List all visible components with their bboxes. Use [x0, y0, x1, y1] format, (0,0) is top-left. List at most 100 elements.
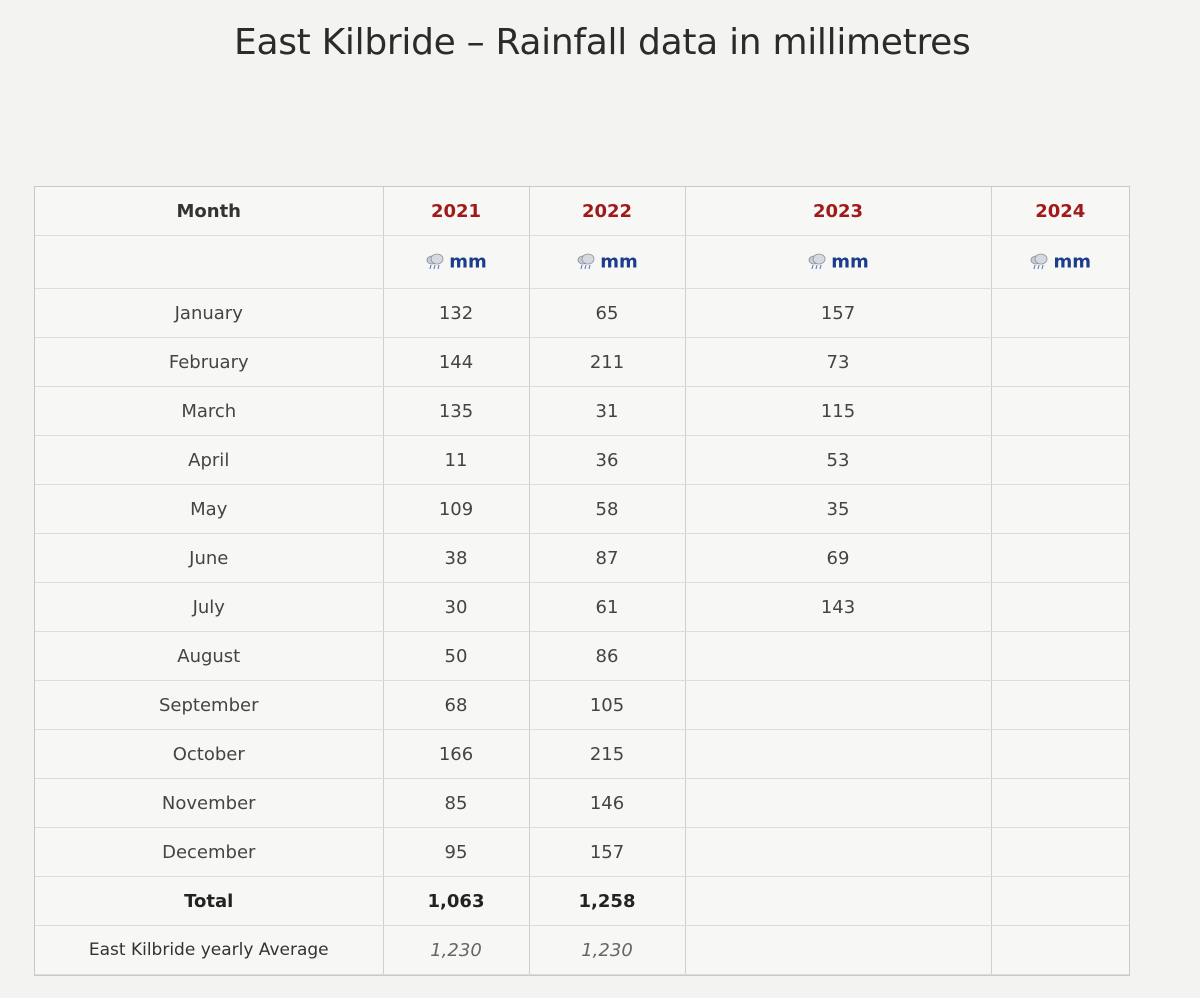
month-column-header: Month [35, 187, 383, 236]
rainfall-value: 61 [528, 582, 685, 632]
rain-cloud-icon [1031, 253, 1048, 270]
unit-cell: mm [382, 235, 529, 289]
month-label: June [35, 533, 383, 583]
table-row: August 50 86 [35, 631, 1129, 681]
rainfall-value: 115 [684, 386, 991, 436]
rain-cloud-icon [808, 253, 826, 270]
table-row: June 38 87 69 [35, 533, 1129, 583]
table-row: July 30 61 143 [35, 582, 1129, 632]
month-label: May [35, 484, 383, 534]
data-body: January 132 65 157 February 144 211 73 March 135 3… [35, 288, 1129, 877]
average-2021: 1,230 [382, 925, 529, 975]
rainfall-value: 157 [684, 288, 991, 338]
table-row: February 144 211 73 [35, 337, 1129, 387]
total-2021: 1,063 [382, 876, 529, 926]
year-header-2021: 2021 [382, 187, 529, 236]
rainfall-value [990, 680, 1129, 730]
rainfall-value: 211 [528, 337, 685, 387]
average-row: East Kilbride yearly Average 1,230 1,230 [35, 925, 1129, 975]
total-2023 [684, 876, 991, 926]
table-row: September 68 105 [35, 680, 1129, 730]
table-row: March 135 31 115 [35, 386, 1129, 436]
rainfall-value [990, 386, 1129, 436]
rainfall-value: 85 [382, 778, 529, 828]
rainfall-value: 30 [382, 582, 529, 632]
rainfall-value: 58 [528, 484, 685, 534]
table-row: April 11 36 53 [35, 435, 1129, 485]
rainfall-value [990, 288, 1129, 338]
rainfall-value: 35 [684, 484, 991, 534]
unit-cell: mm [684, 235, 991, 289]
average-2024 [990, 925, 1129, 975]
month-label: January [35, 288, 383, 338]
rainfall-value: 95 [382, 827, 529, 877]
rainfall-value: 132 [382, 288, 529, 338]
rainfall-value [684, 778, 991, 828]
month-label: December [35, 827, 383, 877]
rainfall-value: 69 [684, 533, 991, 583]
table-row: January 132 65 157 [35, 288, 1129, 338]
rainfall-value: 109 [382, 484, 529, 534]
year-header-2022: 2022 [528, 187, 685, 236]
total-2024 [990, 876, 1129, 926]
rainfall-value [684, 827, 991, 877]
unit-cell: mm [528, 235, 685, 289]
rainfall-value [990, 582, 1129, 632]
month-label: October [35, 729, 383, 779]
rainfall-value: 157 [528, 827, 685, 877]
table-row: December 95 157 [35, 827, 1129, 877]
month-label: August [35, 631, 383, 681]
rainfall-value: 135 [382, 386, 529, 436]
rainfall-value: 215 [528, 729, 685, 779]
rainfall-value: 73 [684, 337, 991, 387]
rainfall-value [684, 729, 991, 779]
rainfall-value: 144 [382, 337, 529, 387]
rainfall-value: 143 [684, 582, 991, 632]
month-label: April [35, 435, 383, 485]
page-title: East Kilbride – Rainfall data in millime… [234, 22, 971, 63]
rainfall-value: 36 [528, 435, 685, 485]
average-2023 [684, 925, 991, 975]
unit-cell: mm [990, 235, 1129, 289]
rainfall-value: 86 [528, 631, 685, 681]
rainfall-value: 11 [382, 435, 529, 485]
total-2022: 1,258 [528, 876, 685, 926]
rainfall-value: 87 [528, 533, 685, 583]
unit-row: mm mm mm mm [35, 235, 1129, 289]
rainfall-value [990, 533, 1129, 583]
rainfall-value [684, 680, 991, 730]
unit-label: mm [449, 251, 487, 273]
rainfall-value [990, 631, 1129, 681]
unit-label: mm [600, 251, 638, 273]
rainfall-value [990, 435, 1129, 485]
month-label: February [35, 337, 383, 387]
rainfall-value [990, 337, 1129, 387]
rainfall-value: 146 [528, 778, 685, 828]
rainfall-value: 166 [382, 729, 529, 779]
rainfall-value [990, 827, 1129, 877]
rainfall-value: 65 [528, 288, 685, 338]
average-2022: 1,230 [528, 925, 685, 975]
rainfall-value: 38 [382, 533, 529, 583]
header-row: Month 2021 2022 2023 2024 [35, 187, 1129, 236]
table-row: May 109 58 35 [35, 484, 1129, 534]
rainfall-value [684, 631, 991, 681]
rain-cloud-icon [426, 253, 444, 270]
rainfall-value: 105 [528, 680, 685, 730]
month-label: March [35, 386, 383, 436]
rain-cloud-icon [577, 253, 595, 270]
rainfall-value [990, 729, 1129, 779]
rainfall-value [990, 778, 1129, 828]
total-label: Total [35, 876, 383, 926]
year-header-2023: 2023 [684, 187, 991, 236]
unit-label: mm [1053, 251, 1091, 273]
month-label: November [35, 778, 383, 828]
rainfall-value: 31 [528, 386, 685, 436]
rainfall-value: 68 [382, 680, 529, 730]
table-row: November 85 146 [35, 778, 1129, 828]
rainfall-value: 50 [382, 631, 529, 681]
month-label: September [35, 680, 383, 730]
table-row: October 166 215 [35, 729, 1129, 779]
unit-label: mm [831, 251, 869, 273]
year-header-2024: 2024 [990, 187, 1129, 236]
